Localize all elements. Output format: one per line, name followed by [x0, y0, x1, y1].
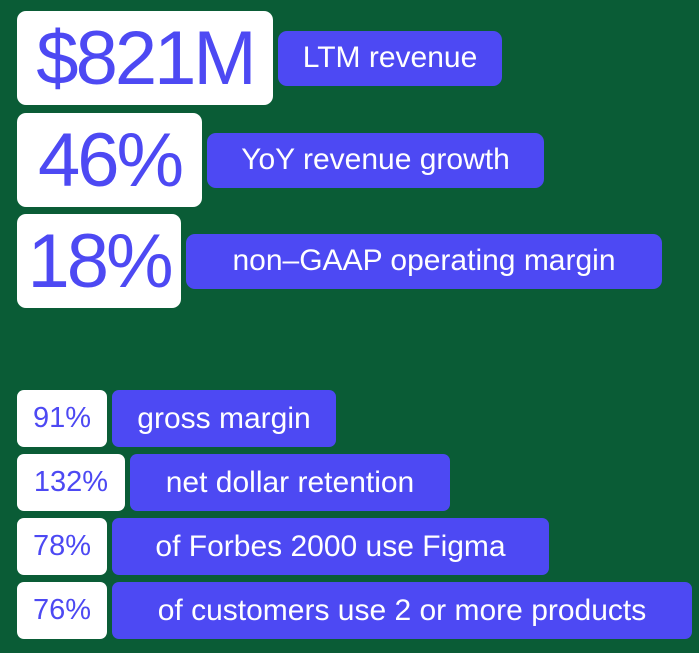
stat-value: 78% [17, 518, 107, 575]
stat-row-forbes-2000: 78% of Forbes 2000 use Figma [17, 518, 549, 575]
stat-label: YoY revenue growth [207, 132, 544, 188]
stat-label: of Forbes 2000 use Figma [112, 518, 549, 575]
stat-value: 76% [17, 582, 107, 639]
stat-value: 18% [17, 214, 181, 308]
stat-value: 132% [17, 454, 125, 511]
stat-value: 91% [17, 390, 107, 447]
stat-label: non–GAAP operating margin [186, 233, 662, 289]
stat-row-net-dollar-retention: 132% net dollar retention [17, 454, 450, 511]
stat-row-multi-product: 76% of customers use 2 or more products [17, 582, 692, 639]
stat-label: gross margin [112, 390, 336, 447]
stat-row-gross-margin: 91% gross margin [17, 390, 336, 447]
stat-label: LTM revenue [278, 30, 502, 86]
stat-label: of customers use 2 or more products [112, 582, 692, 639]
stat-row-yoy-growth: 46% YoY revenue growth [17, 113, 544, 207]
stat-row-ltm-revenue: $821M LTM revenue [17, 11, 502, 105]
stat-value: $821M [17, 11, 273, 105]
stat-value: 46% [17, 113, 202, 207]
stat-label: net dollar retention [130, 454, 450, 511]
stat-row-operating-margin: 18% non–GAAP operating margin [17, 214, 662, 308]
